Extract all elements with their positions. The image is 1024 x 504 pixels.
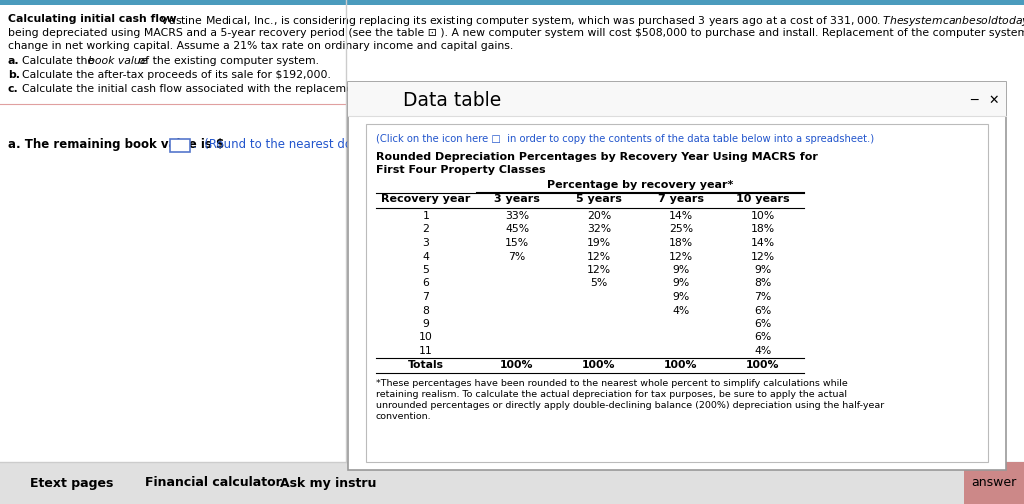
FancyBboxPatch shape — [0, 0, 1024, 462]
Text: 25%: 25% — [669, 224, 693, 234]
Text: of the existing computer system.: of the existing computer system. — [135, 56, 319, 67]
Text: 9%: 9% — [755, 265, 772, 275]
Text: 100%: 100% — [665, 359, 697, 369]
Text: Calculating initial cash flow: Calculating initial cash flow — [8, 14, 176, 24]
Text: Vastine Medical, Inc., is considering replacing its existing computer system, wh: Vastine Medical, Inc., is considering re… — [155, 14, 1024, 28]
Text: answer: answer — [972, 476, 1017, 489]
Text: 20%: 20% — [587, 211, 611, 221]
Text: 6%: 6% — [755, 333, 772, 343]
Text: 3 years: 3 years — [494, 194, 540, 204]
Text: 7%: 7% — [508, 251, 525, 262]
Text: First Four Property Classes: First Four Property Classes — [376, 165, 546, 175]
Text: Calculate the: Calculate the — [22, 56, 97, 67]
Text: Percentage by recovery year*: Percentage by recovery year* — [547, 180, 733, 190]
Text: c.: c. — [8, 84, 18, 94]
Text: 5 years: 5 years — [577, 194, 622, 204]
Text: 7: 7 — [423, 292, 429, 302]
Text: 8: 8 — [423, 305, 429, 316]
Text: 4%: 4% — [755, 346, 772, 356]
Text: Recovery year: Recovery year — [381, 194, 471, 204]
Text: 6%: 6% — [755, 319, 772, 329]
Text: 12%: 12% — [751, 251, 775, 262]
Text: 45%: 45% — [505, 224, 529, 234]
Text: 7%: 7% — [755, 292, 772, 302]
Text: Rounded Depreciation Percentages by Recovery Year Using MACRS for: Rounded Depreciation Percentages by Reco… — [376, 152, 818, 162]
Text: 19%: 19% — [587, 238, 611, 248]
Text: 32%: 32% — [587, 224, 611, 234]
Text: Financial calculator: Financial calculator — [145, 476, 282, 489]
FancyBboxPatch shape — [348, 82, 1006, 470]
Text: 10: 10 — [419, 333, 433, 343]
Text: (Click on the icon here □  in order to copy the contents of the data table below: (Click on the icon here □ in order to co… — [376, 134, 874, 144]
Text: 8%: 8% — [755, 279, 772, 288]
Text: 100%: 100% — [746, 359, 779, 369]
Text: Ask my instru: Ask my instru — [280, 476, 377, 489]
FancyBboxPatch shape — [170, 139, 189, 152]
Text: 12%: 12% — [587, 251, 611, 262]
Text: 14%: 14% — [751, 238, 775, 248]
Text: book value: book value — [88, 56, 147, 67]
Text: 10%: 10% — [751, 211, 775, 221]
Text: retaining realism. To calculate the actual depreciation for tax purposes, be sur: retaining realism. To calculate the actu… — [376, 390, 847, 399]
Text: 4%: 4% — [673, 305, 689, 316]
Text: 18%: 18% — [669, 238, 693, 248]
Text: change in net working capital. Assume a 21% tax rate on ordinary income and capi: change in net working capital. Assume a … — [8, 41, 513, 51]
Text: a. The remaining book value is $: a. The remaining book value is $ — [8, 138, 224, 151]
Text: 2: 2 — [423, 224, 429, 234]
Text: 9%: 9% — [673, 292, 689, 302]
Text: 4: 4 — [423, 251, 429, 262]
Text: 3: 3 — [423, 238, 429, 248]
Text: 9%: 9% — [673, 279, 689, 288]
Text: a.: a. — [8, 56, 19, 67]
FancyBboxPatch shape — [348, 82, 1006, 116]
Text: 33%: 33% — [505, 211, 529, 221]
Text: 7 years: 7 years — [658, 194, 705, 204]
Text: 12%: 12% — [669, 251, 693, 262]
FancyBboxPatch shape — [366, 124, 988, 462]
Text: 6: 6 — [423, 279, 429, 288]
Text: 100%: 100% — [583, 359, 615, 369]
Text: Calculate the after-tax proceeds of its sale for $192,000.: Calculate the after-tax proceeds of its … — [22, 70, 331, 80]
Text: ✕: ✕ — [989, 94, 999, 106]
Text: .  (Round to the nearest dollar.): . (Round to the nearest dollar.) — [193, 138, 378, 151]
Text: 18%: 18% — [751, 224, 775, 234]
Text: 9: 9 — [423, 319, 429, 329]
FancyBboxPatch shape — [0, 0, 1024, 5]
Text: convention.: convention. — [376, 412, 432, 421]
Text: 100%: 100% — [501, 359, 534, 369]
Text: unrounded percentages or directly apply double-declining balance (200%) deprecia: unrounded percentages or directly apply … — [376, 401, 885, 410]
Text: Data table: Data table — [403, 91, 502, 109]
FancyBboxPatch shape — [964, 462, 1024, 504]
Text: *These percentages have been rounded to the nearest whole percent to simplify ca: *These percentages have been rounded to … — [376, 379, 848, 388]
Text: b.: b. — [8, 70, 20, 80]
Text: ─: ─ — [971, 94, 978, 106]
Text: 6%: 6% — [755, 305, 772, 316]
Text: 5: 5 — [423, 265, 429, 275]
FancyBboxPatch shape — [0, 462, 1024, 504]
Text: 9%: 9% — [673, 265, 689, 275]
Text: Etext pages: Etext pages — [30, 476, 114, 489]
Text: 15%: 15% — [505, 238, 529, 248]
Text: 1: 1 — [423, 211, 429, 221]
Text: Totals: Totals — [408, 359, 444, 369]
Text: 12%: 12% — [587, 265, 611, 275]
Text: 5%: 5% — [591, 279, 607, 288]
Text: Calculate the initial cash flow associated with the replacement projec: Calculate the initial cash flow associat… — [22, 84, 401, 94]
Text: 14%: 14% — [669, 211, 693, 221]
Text: being depreciated using MACRS and a 5-year recovery period (see the table ⊡ ). A: being depreciated using MACRS and a 5-ye… — [8, 28, 1024, 37]
Text: 11: 11 — [419, 346, 433, 356]
Text: 10 years: 10 years — [736, 194, 790, 204]
